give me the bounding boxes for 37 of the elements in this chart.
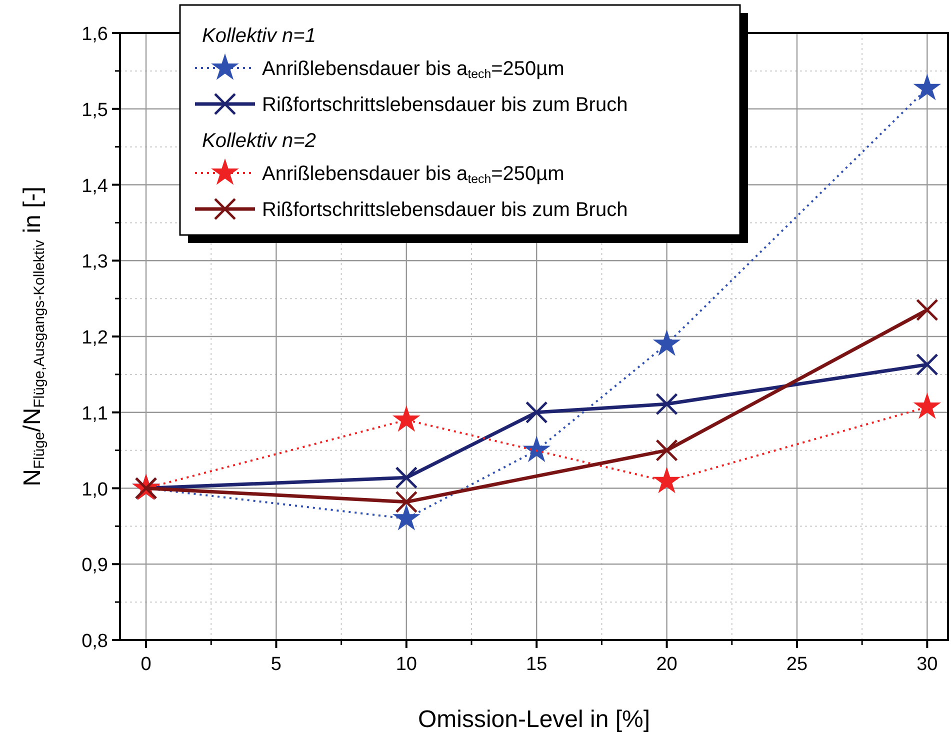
y-tick-label: 0,8 (82, 631, 108, 652)
point (392, 504, 420, 530)
y-tick-label: 1,4 (82, 176, 108, 197)
x-tick-label: 20 (656, 654, 678, 675)
x-axis-title: Omission-Level in [%] (418, 706, 650, 733)
point (913, 74, 942, 100)
x-tick-label: 25 (786, 654, 808, 675)
y-tick-label: 1,0 (82, 479, 108, 500)
y-tick-label: 0,9 (82, 555, 108, 576)
point (395, 466, 418, 489)
point (392, 405, 420, 432)
point (656, 392, 678, 416)
point (916, 353, 938, 376)
y-tick-label: 1,5 (82, 100, 108, 121)
x-tick-label: 10 (396, 654, 417, 675)
legend-label: Anrißlebensdauer bis a$_{tech}$=250µm (262, 163, 564, 186)
annotation: Kollektiv n=1 (202, 25, 316, 47)
legend-label: Rißfortschrittslebensdauer bis zum Bruch (262, 94, 628, 116)
point (913, 392, 942, 419)
point (656, 439, 678, 462)
legend-label: Anrißlebensdauer bis a$_{tech}$=250µm (262, 58, 564, 81)
y-tick-label: 1,3 (82, 252, 108, 273)
legend-label: Rißfortschrittslebensdauer bis zum Bruch (262, 199, 628, 221)
x-tick-label: 30 (916, 654, 938, 675)
y-tick-label: 1,6 (82, 24, 108, 45)
point (525, 401, 548, 424)
point (916, 298, 938, 322)
x-tick-label: 15 (526, 654, 548, 675)
point (652, 466, 681, 494)
x-tick-label: 5 (270, 654, 282, 675)
point (522, 436, 551, 462)
annotation: Kollektiv n=2 (202, 130, 316, 152)
point (652, 329, 681, 356)
x-tick-label: 0 (140, 654, 152, 675)
y-tick-label: 1,1 (82, 403, 108, 424)
y-tick-label: 1,2 (82, 328, 108, 348)
point (395, 490, 418, 514)
